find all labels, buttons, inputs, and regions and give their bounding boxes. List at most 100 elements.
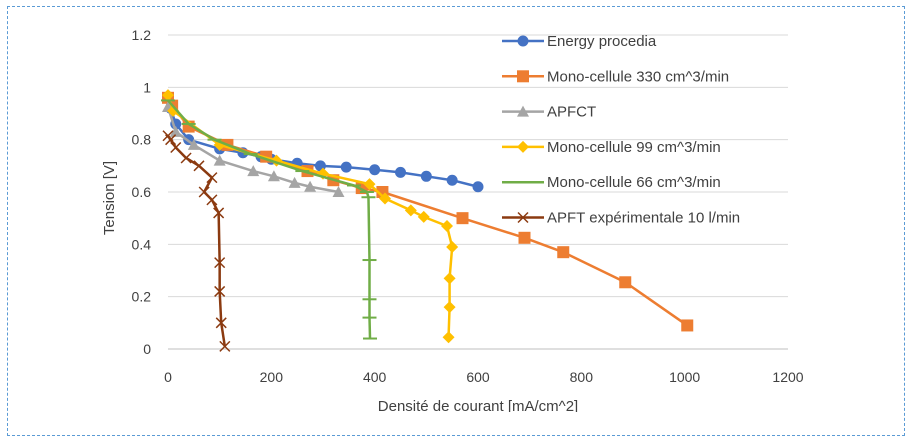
series-1-point-10: [518, 231, 531, 244]
series-2-point-4: [247, 165, 260, 177]
series-0-point-13: [420, 170, 432, 182]
series-5-point-0-b: [162, 130, 174, 142]
series-5-point-9: [214, 257, 226, 269]
series-1-point-9: [456, 212, 469, 225]
gridlines: [168, 34, 788, 298]
series-5-point-3-b: [180, 152, 192, 164]
y-tick-label-2: 0.4: [132, 236, 152, 252]
x-tick-label-6: 1200: [772, 369, 803, 385]
legend-label-5: APFT expérimentale 10 l/min: [547, 210, 740, 227]
series-5-point-3: [180, 152, 192, 164]
x-tick-label-1: 200: [260, 369, 284, 385]
legend-label-4: Mono-cellule 66 cm^3/min: [547, 174, 721, 191]
legend-label-0: Energy procedia: [547, 33, 657, 50]
series-5-point-4: [193, 160, 205, 172]
legend-entry-4: Mono-cellule 66 cm^3/min: [502, 174, 721, 191]
series-5-point-9-b: [214, 257, 226, 269]
series-5-point-1: [165, 134, 177, 146]
series-3-point-12: [443, 301, 456, 314]
series-5-point-5-b: [206, 172, 218, 184]
x-tick-label-2: 400: [363, 369, 387, 385]
series-5-point-7: [206, 194, 218, 206]
x-tick-label-3: 600: [466, 369, 490, 385]
series-0-point-10: [340, 161, 352, 173]
x-tick-label-4: 800: [570, 369, 594, 385]
y-tick-label-4: 0.8: [132, 132, 152, 148]
legend-label-2: APFCT: [547, 104, 596, 121]
series-3-point-13: [442, 331, 455, 344]
series-1-point-11: [557, 246, 570, 259]
series-2-point-6: [288, 176, 301, 188]
y-tick-label-1: 0.2: [132, 289, 152, 305]
series-0-point-14: [446, 174, 458, 186]
legend-swatch-marker-0: [517, 35, 529, 47]
series-5-point-8-b: [213, 207, 225, 219]
series-3-point-10: [446, 240, 459, 253]
series-5-point-11: [215, 317, 227, 329]
series-2-point-1: [169, 125, 182, 137]
series-5-line: [166, 135, 227, 347]
series-5-point-12-b: [219, 340, 231, 352]
series-3-point-6: [379, 192, 391, 205]
series-2-point-2: [187, 138, 200, 150]
legend: Energy procedia Mono-cellule 330 cm^3/min…: [502, 33, 740, 227]
legend-entry-5: APFT expérimentale 10 l/min: [502, 210, 740, 227]
legend-swatch-marker-3: [517, 140, 529, 153]
series-3-point-0: [162, 89, 174, 102]
series-5-point-10-b: [214, 285, 226, 297]
legend-label-1: Mono-cellule 330 cm^3/min: [547, 68, 729, 85]
series-3-point-7: [404, 204, 417, 217]
legend-entry-0: Energy procedia: [502, 33, 657, 50]
y-tick-label-5: 1: [143, 79, 151, 95]
series-5-point-1-b: [165, 134, 177, 146]
series-2-point-8: [332, 186, 345, 197]
series-4-line: [167, 99, 372, 339]
series-3: [162, 89, 459, 344]
series-5-point-4-b: [193, 160, 205, 172]
axes: 0 0.2 0.4 0.6 0.8 1 1.2 0 200 400 600 800 1000 1200: [132, 27, 804, 385]
x-tick-label-0: 0: [164, 369, 172, 385]
series-0-point-15: [472, 181, 484, 193]
series-5-point-2: [170, 141, 182, 154]
y-tick-label-6: 1.2: [132, 27, 152, 43]
series-5-point-12: [219, 340, 231, 352]
series-0-point-11: [369, 164, 381, 176]
series-0-point-12: [395, 166, 406, 178]
series-2: [162, 100, 345, 197]
series-5-point-8: [213, 207, 225, 219]
series-3-line: [166, 94, 454, 338]
legend-swatch-marker-1: [517, 70, 529, 83]
y-tick-label-0: 0: [143, 341, 151, 357]
series-4: [161, 99, 378, 340]
legend-swatch-marker-5: [517, 211, 529, 224]
y-axis-title: Tension [V]: [101, 161, 118, 235]
y-tick-label-3: 0.6: [132, 184, 152, 200]
legend-label-3: Mono-cellule 99 cm^3/min: [547, 139, 721, 156]
series-5-point-7-b: [206, 194, 218, 206]
series-2-point-5: [267, 170, 280, 182]
line-chart: 0 0.2 0.4 0.6 0.8 1 1.2 0 200 400 600 800 1000 1200 E…: [101, 27, 804, 412]
series-3-point-11: [443, 272, 456, 285]
series-2-point-7: [304, 180, 317, 192]
series-3-point-8: [417, 210, 430, 223]
series-0-line: [166, 97, 479, 188]
legend-swatch-marker-2: [517, 105, 529, 117]
series-5: [162, 130, 231, 352]
series-5-point-10: [214, 285, 226, 297]
series-1-point-12: [619, 276, 632, 289]
x-tick-label-5: 1000: [669, 369, 700, 385]
series-5-point-5: [206, 172, 218, 184]
series-5-point-6-b: [198, 186, 210, 198]
series-1-point-13: [681, 319, 694, 332]
series-3-point-5: [363, 178, 376, 191]
x-axis-title: Densité de courant [mA/cm^2]: [378, 398, 578, 412]
series-5-point-11-b: [215, 317, 227, 329]
series-3-point-9: [441, 220, 453, 233]
series-5-point-2-b: [170, 141, 182, 154]
series-2-point-3: [213, 154, 226, 166]
series-layer: [161, 89, 694, 352]
legend-swatch-marker-5-b: [517, 211, 529, 224]
legend-entry-3: Mono-cellule 99 cm^3/min: [502, 139, 721, 156]
legend-entry-2: APFCT: [502, 104, 596, 121]
legend-entry-1: Mono-cellule 330 cm^3/min: [502, 68, 729, 85]
